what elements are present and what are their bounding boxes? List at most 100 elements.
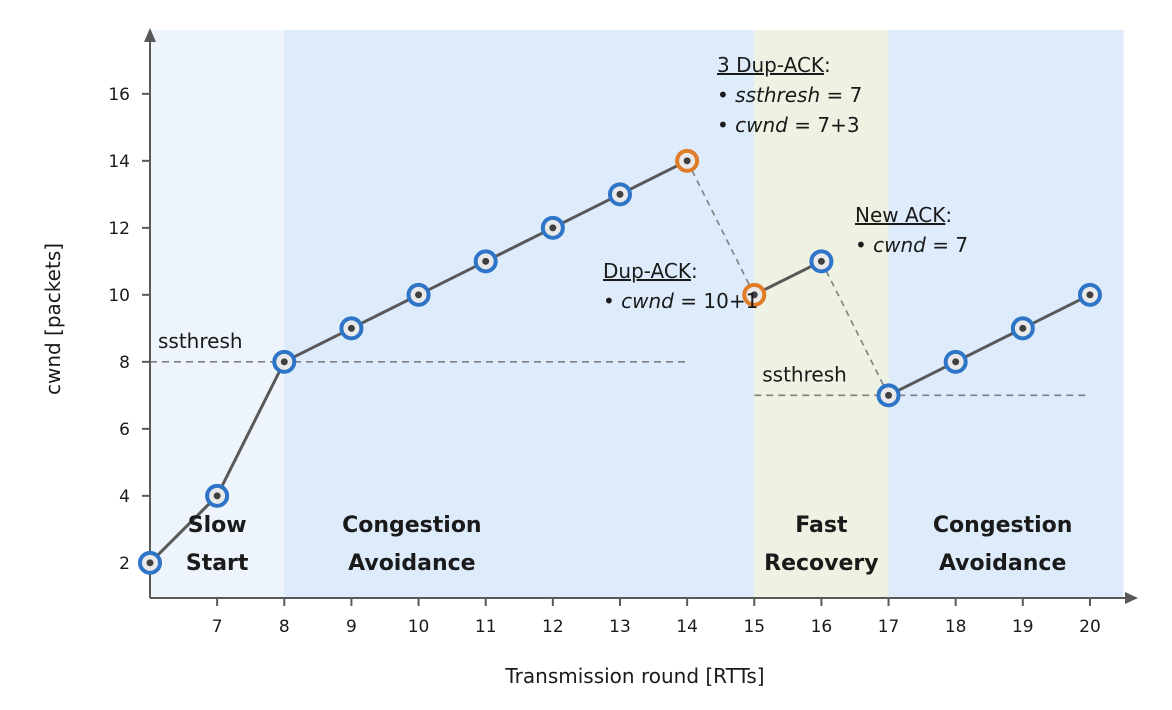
- data-point-center: [885, 391, 893, 399]
- bullet-variable: cwnd: [621, 289, 674, 313]
- ssthresh-lines: ssthresh ssthresh: [150, 329, 1090, 397]
- y-tick-label: 6: [119, 420, 130, 440]
- data-points: [138, 148, 1102, 575]
- y-tick-label: 16: [108, 85, 130, 105]
- phase-labels: Slow Start Congestion Avoidance Fast Recovery…: [186, 513, 1073, 576]
- bullet-dot: •: [717, 113, 735, 137]
- annotation-title: Dup-ACK:: [603, 259, 698, 283]
- phase-label: Avoidance: [939, 551, 1066, 576]
- line-segment: [283, 326, 353, 364]
- data-point-center: [415, 291, 423, 299]
- annotation-title: New ACK:: [855, 203, 952, 227]
- bullet-value: = 7: [820, 83, 862, 107]
- data-point-center: [683, 157, 691, 165]
- x-tick-label: 10: [408, 617, 430, 637]
- cwnd-line: [148, 159, 1091, 564]
- x-tick-label: 9: [346, 617, 357, 637]
- phase-bands: [150, 30, 1124, 598]
- data-point-center: [347, 324, 355, 332]
- annotation-colon: :: [945, 203, 952, 227]
- phase-label: Slow: [188, 513, 247, 538]
- bullet-dot: •: [855, 233, 873, 257]
- y-tick-label: 2: [119, 554, 130, 574]
- bullet-variable: cwnd: [735, 113, 788, 137]
- bullet-value: = 7: [926, 233, 968, 257]
- y-tick-label: 4: [119, 487, 130, 507]
- data-point-center: [616, 190, 624, 198]
- data-point-center: [817, 257, 825, 265]
- annotation-colon: :: [691, 259, 698, 283]
- phase-label: Fast: [795, 513, 848, 538]
- phase-label: Start: [186, 551, 249, 576]
- dashed-segment: [686, 160, 755, 296]
- x-tick-label: 7: [212, 617, 223, 637]
- bullet-variable: cwnd: [873, 233, 926, 257]
- line-segment: [1022, 293, 1091, 330]
- line-segment: [485, 226, 554, 263]
- annotations: 3 Dup-ACK:• ssthresh = 7• cwnd = 7+3Dup-…: [603, 53, 968, 313]
- data-point-center: [1086, 291, 1094, 299]
- annotation-title: 3 Dup-ACK:: [717, 53, 831, 77]
- dashed-segment: [820, 260, 890, 396]
- data-point-center: [482, 257, 490, 265]
- line-segment: [417, 259, 487, 297]
- data-point-center: [1019, 324, 1027, 332]
- x-tick-label: 18: [945, 617, 967, 637]
- ssthresh-label: ssthresh: [762, 362, 847, 386]
- data-point-center: [952, 358, 960, 366]
- annotation-colon: :: [824, 53, 831, 77]
- line-segment: [753, 259, 823, 297]
- annotation-bullet: • cwnd = 7: [855, 233, 968, 257]
- y-tick-label: 8: [119, 353, 130, 373]
- data-point-center: [213, 492, 221, 500]
- line-segment: [148, 494, 219, 564]
- y-tick-label: 14: [108, 152, 130, 172]
- x-tick-label: 16: [811, 617, 833, 637]
- annotation-bullet: • ssthresh = 7: [717, 83, 862, 107]
- data-point-center: [750, 291, 758, 299]
- y-tick-label: 12: [108, 219, 130, 239]
- line-segment: [552, 192, 621, 230]
- bullet-value: = 7+3: [788, 113, 860, 137]
- phase-label: Avoidance: [348, 551, 475, 576]
- annotation-title-text: 3 Dup-ACK: [717, 53, 825, 77]
- x-tick-label: 13: [609, 617, 631, 637]
- line-segment: [350, 293, 420, 330]
- x-tick-label: 17: [878, 617, 900, 637]
- x-tick-label: 14: [676, 617, 698, 637]
- annotation-title-text: New ACK: [855, 203, 946, 227]
- x-tick-label: 19: [1012, 617, 1034, 637]
- bullet-value: = 10+1: [674, 289, 758, 313]
- ssthresh-label: ssthresh: [158, 329, 243, 353]
- x-axis-title: Transmission round [RTTs]: [504, 664, 764, 688]
- bullet-variable: ssthresh: [735, 83, 820, 107]
- x-tick-label: 20: [1079, 617, 1101, 637]
- data-point-center: [146, 559, 154, 567]
- y-tick-label: 10: [108, 286, 130, 306]
- x-tick-label: 15: [743, 617, 765, 637]
- line-segment: [619, 159, 688, 196]
- y-axis-arrow: [144, 28, 156, 42]
- x-tick-label: 8: [279, 617, 290, 637]
- annotation-bullet: • cwnd = 7+3: [717, 113, 860, 137]
- annotation-title-text: Dup-ACK: [603, 259, 692, 283]
- y-axis-title: cwnd [packets]: [41, 243, 65, 395]
- line-segment: [215, 361, 286, 497]
- phase-label: Congestion: [933, 513, 1073, 538]
- phase-band: [754, 30, 889, 598]
- line-segment: [955, 326, 1024, 364]
- data-point-center: [280, 358, 288, 366]
- annotation-bullet: • cwnd = 10+1: [603, 289, 758, 313]
- bullet-dot: •: [603, 289, 621, 313]
- phase-label: Recovery: [764, 551, 878, 576]
- x-tick-label: 12: [542, 617, 564, 637]
- phase-band: [284, 30, 755, 598]
- x-tick-label: 11: [475, 617, 497, 637]
- bullet-dot: •: [717, 83, 735, 107]
- axes: 7 8 9 10 11 12 13 14 15 16 17 18 19 20 2 4 6 8 10 12 14 16: [108, 28, 1138, 637]
- phase-band: [888, 30, 1124, 598]
- x-axis-arrow: [1125, 592, 1138, 604]
- data-point-center: [549, 224, 557, 232]
- phase-label: Congestion: [342, 513, 482, 538]
